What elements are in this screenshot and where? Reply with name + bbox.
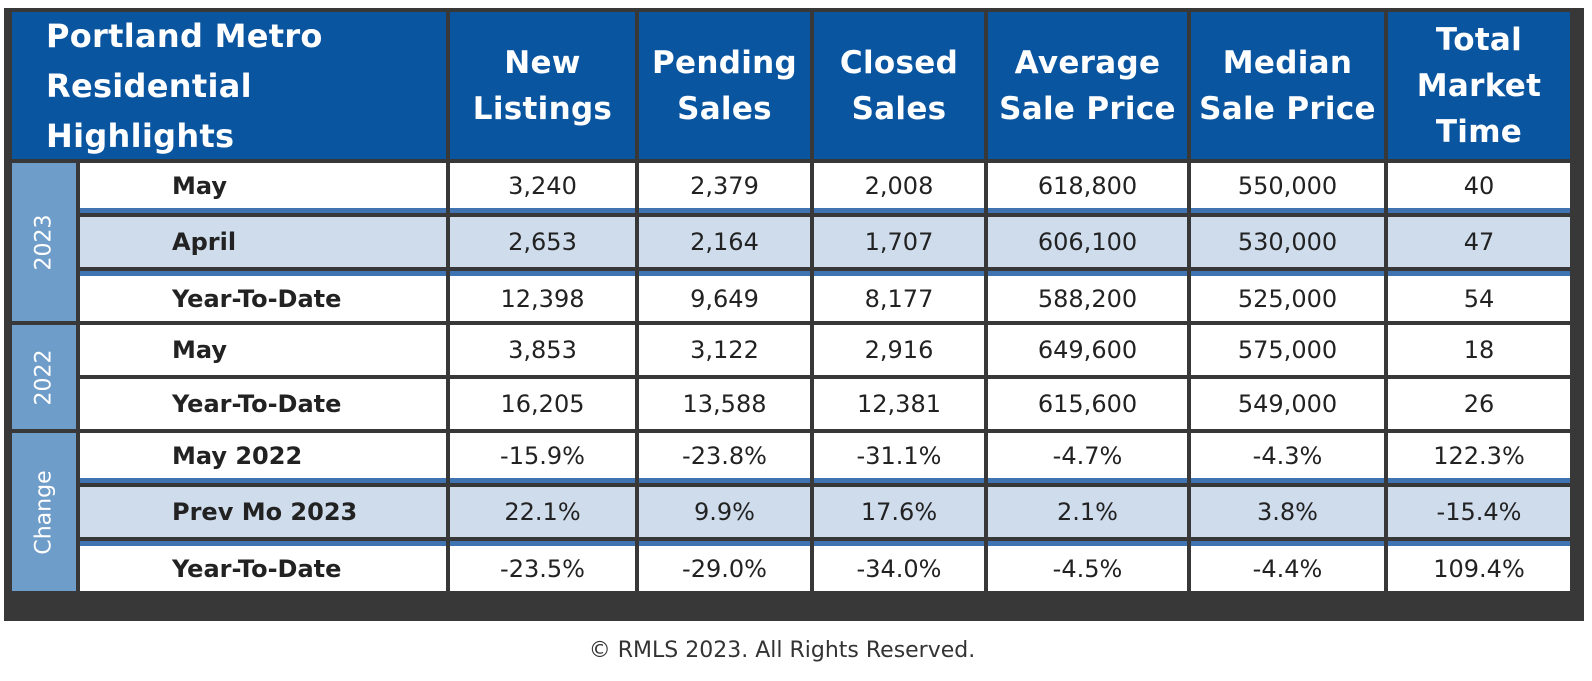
table-cell: -4.5% <box>988 541 1187 591</box>
header-line: Average <box>1014 44 1161 81</box>
column-header-closed-sales: Closed Sales <box>814 12 984 159</box>
table-cell: 8,177 <box>814 271 984 321</box>
header-line: Sales <box>851 90 947 127</box>
table-cell: 17.6% <box>814 487 984 537</box>
table-cell: 109.4% <box>1388 541 1570 591</box>
header-line: Closed <box>839 44 959 81</box>
group-label-change: Change <box>12 433 76 591</box>
table-cell: 525,000 <box>1191 271 1384 321</box>
header-line: Time <box>1435 113 1523 150</box>
row-label: Year-To-Date <box>80 271 446 321</box>
table-title-line: Residential Highlights <box>46 66 252 155</box>
row-label: May 2022 <box>80 433 446 483</box>
table-cell: 18 <box>1388 325 1570 375</box>
table-cell: -15.9% <box>450 433 635 483</box>
row-label: April <box>80 217 446 267</box>
table-cell: 3,240 <box>450 163 635 213</box>
table-cell: 13,588 <box>639 379 810 429</box>
table-cell: 3,122 <box>639 325 810 375</box>
header-line: Median <box>1222 44 1353 81</box>
table-cell: 54 <box>1388 271 1570 321</box>
table-cell: 530,000 <box>1191 217 1384 267</box>
table-cell: 575,000 <box>1191 325 1384 375</box>
column-header-new-listings: New Listings <box>450 12 635 159</box>
row-label: May <box>80 325 446 375</box>
header-line: Pending <box>652 44 797 81</box>
table-cell: 2.1% <box>988 487 1187 537</box>
table-cell: 47 <box>1388 217 1570 267</box>
table-cell: 2,653 <box>450 217 635 267</box>
table-cell: 3,853 <box>450 325 635 375</box>
column-header-median-sale-price: Median Sale Price <box>1191 12 1384 159</box>
copyright-footer: © RMLS 2023. All Rights Reserved. <box>588 638 976 663</box>
table-cell: 2,916 <box>814 325 984 375</box>
table-cell: -4.4% <box>1191 541 1384 591</box>
column-header-average-sale-price: Average Sale Price <box>988 12 1187 159</box>
table-cell: 3.8% <box>1191 487 1384 537</box>
header-line: Listings <box>472 90 613 127</box>
group-label-text: 2023 <box>31 214 57 270</box>
column-header-total-market-time: Total Market Time <box>1388 12 1570 159</box>
header-line: Sales <box>677 90 772 127</box>
row-label: Year-To-Date <box>80 541 446 591</box>
table-cell: 16,205 <box>450 379 635 429</box>
table-cell: -34.0% <box>814 541 984 591</box>
table-cell: 1,707 <box>814 217 984 267</box>
header-line: Sale Price <box>1199 90 1376 127</box>
group-label-2022: 2022 <box>12 325 76 429</box>
row-label: May <box>80 163 446 213</box>
row-label: Prev Mo 2023 <box>80 487 446 537</box>
table-cell: 26 <box>1388 379 1570 429</box>
table-cell: 12,381 <box>814 379 984 429</box>
column-header-pending-sales: Pending Sales <box>639 12 810 159</box>
table-cell: 2,008 <box>814 163 984 213</box>
row-label: Year-To-Date <box>80 379 446 429</box>
group-label-text: Change <box>31 469 57 555</box>
header-line: New <box>504 44 581 81</box>
header-line: Market <box>1416 67 1542 104</box>
table-cell: -23.8% <box>639 433 810 483</box>
table-cell: 2,164 <box>639 217 810 267</box>
table-cell: -23.5% <box>450 541 635 591</box>
header-line: Total <box>1435 21 1523 58</box>
table-cell: -29.0% <box>639 541 810 591</box>
group-label-2023: 2023 <box>12 163 76 321</box>
table-cell: -31.1% <box>814 433 984 483</box>
table-title: Portland Metro Residential Highlights <box>12 12 446 159</box>
table-cell: 40 <box>1388 163 1570 213</box>
header-line: Sale Price <box>999 90 1176 127</box>
table-cell: 2,379 <box>639 163 810 213</box>
table-cell: 9,649 <box>639 271 810 321</box>
residential-highlights-table: Portland Metro Residential Highlights Ne… <box>12 12 1580 616</box>
table-cell: 618,800 <box>988 163 1187 213</box>
table-cell: 606,100 <box>988 217 1187 267</box>
table-cell: 22.1% <box>450 487 635 537</box>
table-cell: 12,398 <box>450 271 635 321</box>
table-cell: 122.3% <box>1388 433 1570 483</box>
table-cell: 649,600 <box>988 325 1187 375</box>
table-cell: -15.4% <box>1388 487 1570 537</box>
table-cell: 615,600 <box>988 379 1187 429</box>
table-cell: 9.9% <box>639 487 810 537</box>
table-cell: 549,000 <box>1191 379 1384 429</box>
table-cell: -4.7% <box>988 433 1187 483</box>
highlights-table-frame: Portland Metro Residential Highlights Ne… <box>4 8 1584 621</box>
table-cell: -4.3% <box>1191 433 1384 483</box>
table-cell: 588,200 <box>988 271 1187 321</box>
group-label-text: 2022 <box>31 349 57 405</box>
table-cell: 550,000 <box>1191 163 1384 213</box>
table-title-line: Portland Metro <box>46 16 323 55</box>
